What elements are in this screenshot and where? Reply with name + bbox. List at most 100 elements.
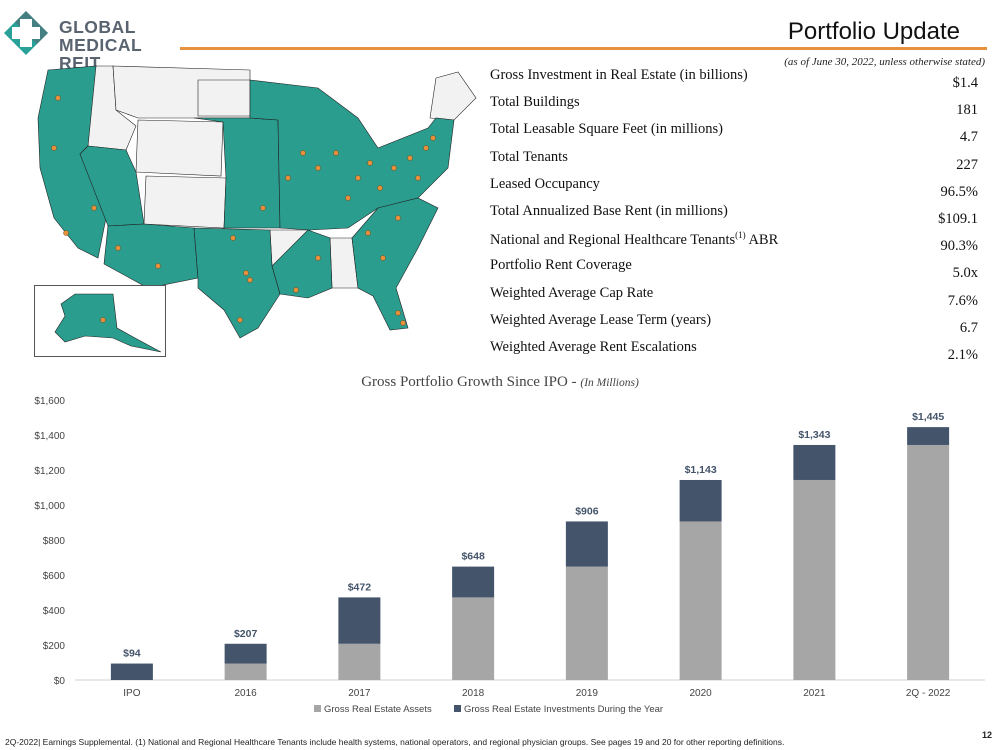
logo-line-1: GLOBAL <box>59 17 136 37</box>
y-tick-label: $800 <box>43 536 66 547</box>
facility-marker <box>247 277 253 283</box>
x-tick-label: 2019 <box>576 688 599 699</box>
facility-marker <box>367 160 373 166</box>
y-tick-label: $400 <box>43 606 66 617</box>
map-region-midwest <box>249 79 455 231</box>
stat-row: Portfolio Rent Coverage 5.0x <box>490 255 980 282</box>
bar-total-label: $94 <box>123 648 141 660</box>
stat-row: National and Regional Healthcare Tenants… <box>490 228 980 255</box>
medical-cross-logo-icon <box>4 11 48 55</box>
map-region-west-coast <box>37 65 109 259</box>
bar-investments <box>452 566 495 598</box>
us-portfolio-map <box>37 65 477 339</box>
stat-value: 2.1% <box>947 346 978 363</box>
stat-value: 5.0x <box>952 265 978 282</box>
facility-marker <box>400 320 406 326</box>
bar-gross-assets <box>907 444 950 680</box>
y-tick-label: $600 <box>43 571 66 582</box>
stat-label: Portfolio Rent Coverage <box>490 257 632 274</box>
legend-label: Gross Real Estate Assets <box>324 704 432 715</box>
stat-label: Total Annualized Base Rent (in millions) <box>490 202 728 219</box>
bar-investments <box>679 479 722 522</box>
chart-title-unit: (In Millions) <box>580 377 639 389</box>
map-state-maine-nh-vt <box>429 71 477 121</box>
bar-total-label: $472 <box>348 581 372 593</box>
bar-investments <box>110 663 153 680</box>
y-tick-label: $200 <box>43 641 66 652</box>
facility-marker <box>91 205 97 211</box>
x-tick-label: 2Q - 2022 <box>906 688 951 699</box>
facility-marker <box>365 230 371 236</box>
bar-gross-assets <box>679 521 722 680</box>
facility-marker <box>230 235 236 241</box>
page-title: Portfolio Update <box>787 18 960 45</box>
stat-row: Total Buildings 181 <box>490 92 980 119</box>
y-tick-label: $0 <box>54 676 66 687</box>
stat-label: Leased Occupancy <box>490 175 600 192</box>
stat-label: Weighted Average Rent Escalations <box>490 338 697 355</box>
legend-label: Gross Real Estate Investments During the… <box>464 704 663 715</box>
y-tick-label: $1,600 <box>34 396 65 407</box>
facility-marker <box>115 245 121 251</box>
chart-title: Gross Portfolio Growth Since IPO - (In M… <box>361 374 639 390</box>
stat-label: National and Regional Healthcare Tenants… <box>490 230 778 249</box>
stat-value: 227 <box>956 156 978 173</box>
x-tick-label: 2018 <box>462 688 485 699</box>
facility-marker <box>63 230 69 236</box>
stat-label: Weighted Average Cap Rate <box>490 284 654 301</box>
bar-investments <box>907 427 950 445</box>
stat-value: 6.7 <box>959 319 978 336</box>
stat-value: $109.1 <box>938 210 978 227</box>
facility-marker <box>300 150 306 156</box>
stat-row: Weighted Average Lease Term (years) 6.7 <box>490 310 980 337</box>
stat-label: Total Buildings <box>490 94 580 111</box>
portfolio-stats: Gross Investment in Real Estate (in bill… <box>490 65 980 364</box>
header-rule <box>180 47 987 50</box>
x-tick-label: 2020 <box>690 688 713 699</box>
facility-marker <box>315 255 321 261</box>
map-state-wyoming <box>135 119 224 177</box>
stat-label: Weighted Average Lease Term (years) <box>490 311 712 328</box>
facility-marker <box>423 145 429 151</box>
chart-title-text: Gross Portfolio Growth Since IPO <box>361 374 568 390</box>
facility-marker <box>377 185 383 191</box>
stat-label: Total Tenants <box>490 148 568 165</box>
bar-investments <box>224 643 267 664</box>
bar-investments <box>565 521 608 567</box>
x-tick-label: IPO <box>123 688 140 699</box>
facility-marker <box>391 165 397 171</box>
bar-gross-assets <box>452 597 495 680</box>
bar-total-label: $207 <box>234 628 258 640</box>
facility-marker <box>55 95 61 101</box>
facility-marker <box>430 135 436 141</box>
bar-gross-assets <box>338 643 381 680</box>
facility-marker <box>333 150 339 156</box>
bar-investments <box>338 597 381 644</box>
facility-marker <box>100 317 106 323</box>
bar-investments <box>793 444 836 480</box>
stat-row: Gross Investment in Real Estate (in bill… <box>490 65 980 92</box>
company-logo: GLOBAL MEDICAL REIT <box>3 8 173 72</box>
y-tick-label: $1,400 <box>34 431 65 442</box>
map-state-north-dakota <box>197 79 251 117</box>
stat-value: 4.7 <box>959 129 978 146</box>
bar-gross-assets <box>224 663 267 680</box>
stat-value: 7.6% <box>947 292 978 309</box>
legend-swatch-investments <box>454 705 461 712</box>
stat-label-suffix: ABR <box>745 231 779 248</box>
y-tick-label: $1,000 <box>34 501 65 512</box>
facility-marker <box>237 317 243 323</box>
stat-row: Weighted Average Cap Rate 7.6% <box>490 283 980 310</box>
facility-marker <box>315 165 321 171</box>
facility-marker <box>407 155 413 161</box>
alaska-map <box>54 293 162 353</box>
map-region-southwest <box>103 223 199 289</box>
portfolio-growth-chart: $0 $200 $400 $600 $800 $1,000 $1,200 $1,400 $1,6… <box>34 396 985 715</box>
facility-marker <box>355 175 361 181</box>
map-region-south <box>271 229 333 299</box>
stat-row: Total Annualized Base Rent (in millions)… <box>490 201 980 228</box>
map-region-texas-ok <box>193 227 281 339</box>
stat-row: Weighted Average Rent Escalations 2.1% <box>490 337 980 364</box>
facility-marker <box>293 287 299 293</box>
facility-marker <box>415 175 421 181</box>
